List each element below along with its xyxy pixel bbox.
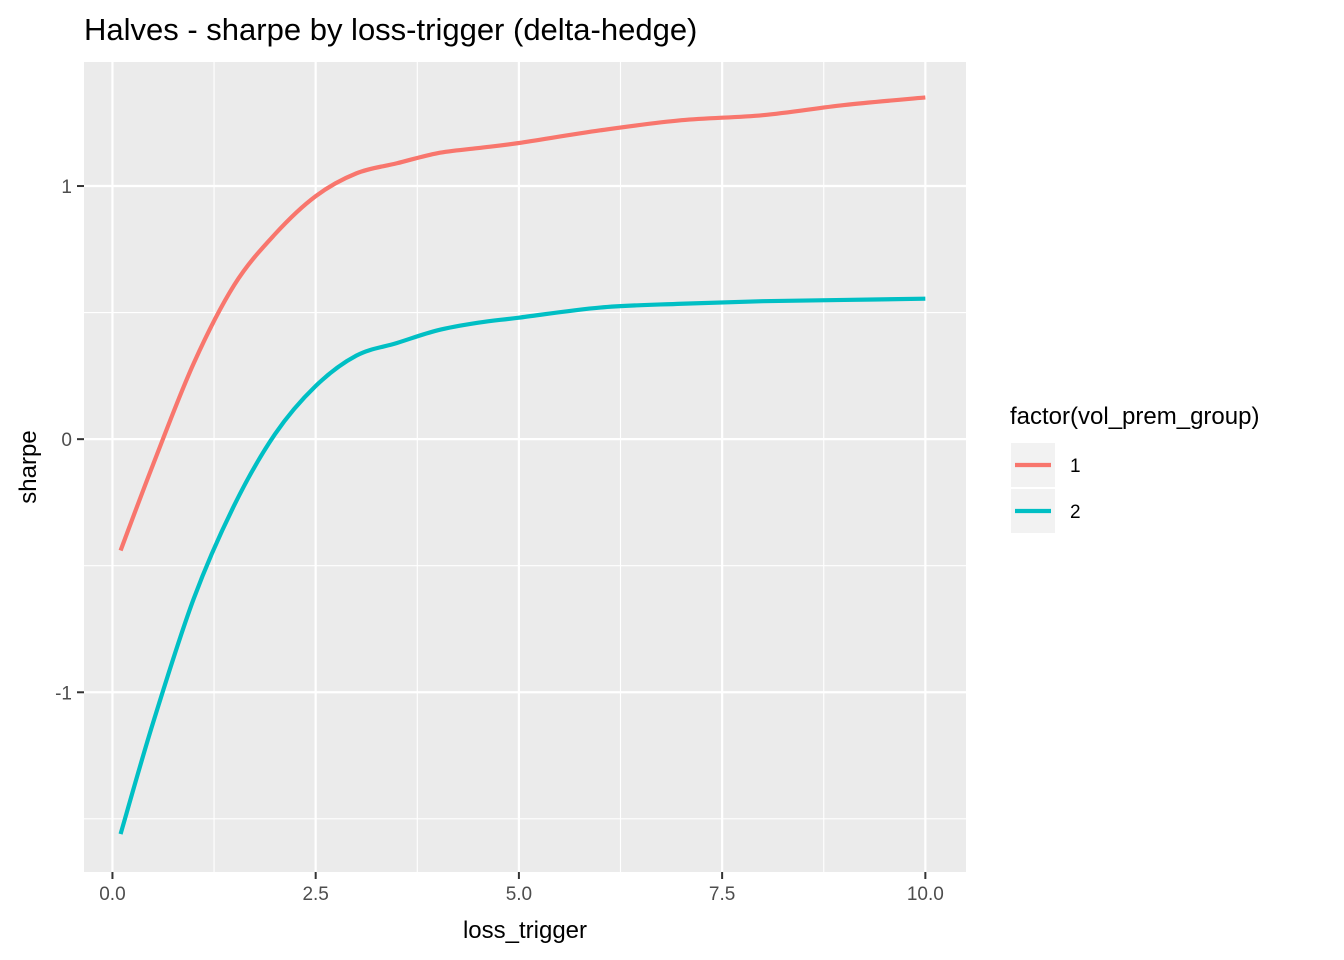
x-tick-label: 10.0 xyxy=(907,884,944,905)
x-tick-label: 0.0 xyxy=(99,884,125,905)
legend: factor(vol_prem_group) 1 2 xyxy=(1010,403,1259,533)
y-tick-label: -1 xyxy=(55,683,72,704)
series-line-1 xyxy=(118,95,926,552)
legend-label-2: 2 xyxy=(1070,502,1081,523)
x-tick-label: 2.5 xyxy=(302,884,328,905)
grid-major xyxy=(84,62,966,872)
y-axis: -1 0 1 xyxy=(55,177,84,704)
x-axis-title: loss_trigger xyxy=(463,917,587,944)
x-tick-label: 5.0 xyxy=(506,884,532,905)
series-layer xyxy=(118,95,926,835)
y-tick-label: 0 xyxy=(61,430,72,451)
series-line-2 xyxy=(118,296,926,835)
legend-title: factor(vol_prem_group) xyxy=(1010,403,1259,430)
grid-minor xyxy=(84,62,966,872)
legend-label-1: 1 xyxy=(1070,456,1081,477)
plot-panel xyxy=(84,62,966,872)
y-axis-title: sharpe xyxy=(15,430,42,503)
chart-title: Halves - sharpe by loss-trigger (delta-h… xyxy=(84,12,697,47)
x-tick-label: 7.5 xyxy=(709,884,735,905)
x-axis: 0.0 2.5 5.0 7.5 10.0 xyxy=(99,872,944,905)
y-tick-label: 1 xyxy=(61,177,72,198)
